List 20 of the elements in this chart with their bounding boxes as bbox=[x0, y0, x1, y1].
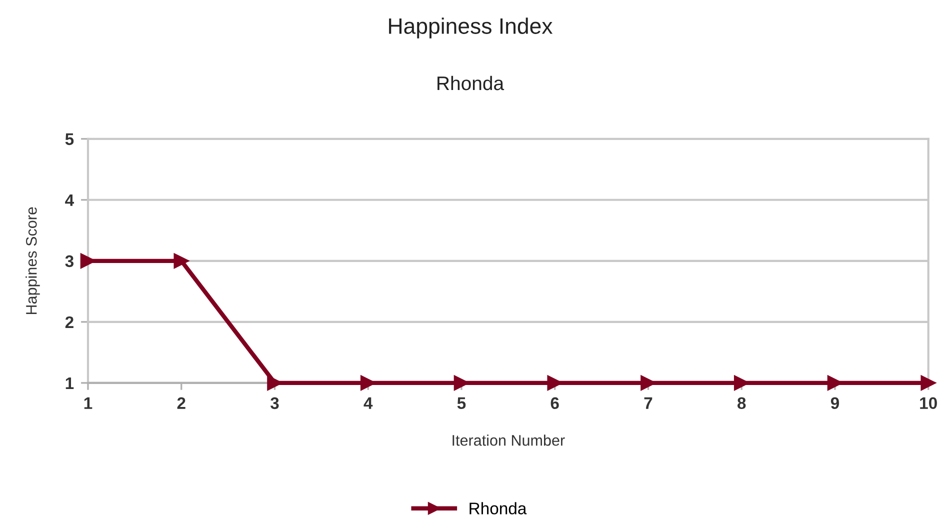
y-tick-label: 4 bbox=[65, 194, 74, 206]
y-tick-label: 3 bbox=[65, 255, 74, 268]
y-tick-label: 5 bbox=[65, 133, 74, 146]
chart-subtitle: Rhonda bbox=[438, 76, 504, 90]
x-tick-label: 10 bbox=[920, 397, 937, 410]
chart-title: Happiness Index bbox=[389, 18, 553, 38]
y-axis-title: Happines Score bbox=[26, 207, 40, 314]
x-tick-label: 7 bbox=[644, 397, 652, 409]
x-tick-label: 8 bbox=[737, 397, 746, 410]
y-tick-label: 1 bbox=[66, 378, 74, 389]
x-tick-label: 6 bbox=[550, 397, 559, 410]
x-tick-label: 4 bbox=[364, 397, 373, 409]
y-tick-label: 2 bbox=[65, 316, 74, 328]
x-tick-label: 5 bbox=[457, 397, 466, 410]
x-tick-label: 1 bbox=[84, 397, 92, 409]
legend-label: Rhonda bbox=[470, 502, 527, 514]
x-axis-title: Iteration Number bbox=[452, 434, 565, 446]
x-tick-label: 2 bbox=[177, 397, 186, 409]
x-tick-label: 9 bbox=[830, 397, 839, 410]
x-tick-label: 3 bbox=[270, 397, 279, 410]
